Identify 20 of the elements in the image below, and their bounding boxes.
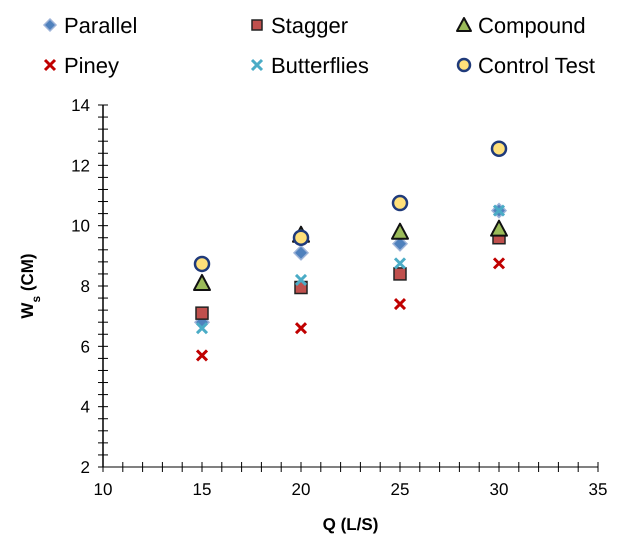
x-tick-label: 35 (588, 480, 608, 499)
y-tick-label: 14 (71, 96, 90, 115)
legend-label: Piney (64, 53, 120, 78)
x-tick-label: 20 (292, 480, 310, 499)
y-tick-label: 12 (71, 156, 90, 176)
legend-label: Compound (478, 13, 586, 38)
x-tick-label: 10 (94, 480, 112, 499)
y-tick-label: 8 (80, 277, 90, 296)
y-tick-label: 2 (80, 458, 90, 477)
legend-label: Stagger (271, 13, 348, 38)
x-tick-label: 30 (490, 480, 508, 499)
x-axis-title: Q (L/S) (322, 515, 378, 534)
legend-label: Control Test (478, 53, 595, 78)
x-tick-label: 15 (192, 480, 212, 499)
y-tick-label: 10 (71, 216, 90, 236)
legend-label: Parallel (64, 13, 138, 38)
y-tick-label: 6 (80, 337, 90, 356)
x-tick-label: 25 (390, 480, 410, 499)
y-tick-label: 4 (80, 398, 90, 417)
legend-label: Butterflies (271, 53, 369, 78)
